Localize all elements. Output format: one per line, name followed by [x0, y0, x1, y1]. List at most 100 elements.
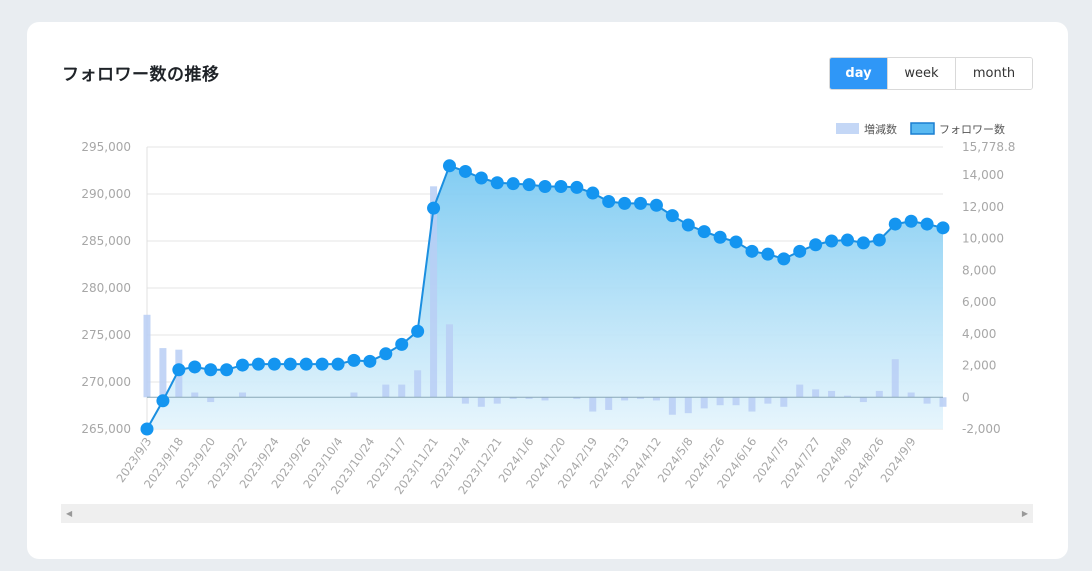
change-bar — [430, 186, 438, 398]
legend-label-change: 増減数 — [864, 122, 897, 136]
follower-point — [681, 218, 695, 232]
change-bar — [828, 390, 836, 398]
change-bar — [159, 348, 167, 398]
follower-point — [665, 209, 679, 223]
follower-point — [363, 354, 377, 368]
scroll-left-icon[interactable]: ◀ — [66, 509, 73, 518]
change-bar — [589, 397, 597, 412]
y-right-tick-label: 0 — [962, 390, 970, 404]
change-bar — [477, 397, 485, 407]
y-right-tick-label: 14,000 — [962, 168, 1004, 182]
follower-point — [347, 353, 361, 367]
legend-swatch-change — [836, 123, 859, 134]
change-bar — [605, 397, 613, 410]
y-left-tick-label: 285,000 — [81, 234, 131, 248]
change-bar — [748, 397, 756, 412]
follower-point — [697, 225, 711, 239]
follower-point — [856, 236, 870, 250]
tab-day[interactable]: day — [830, 58, 888, 89]
legend-swatch-followers — [910, 122, 935, 135]
change-bar — [350, 392, 358, 398]
follower-point — [490, 176, 504, 190]
change-bar — [382, 384, 390, 398]
follower-point — [745, 244, 759, 258]
follower-point — [840, 233, 854, 247]
follower-point — [554, 179, 568, 193]
follower-point — [904, 214, 918, 228]
change-bar — [923, 397, 931, 404]
follower-area — [147, 165, 943, 430]
follower-point — [634, 196, 648, 210]
change-bar — [843, 395, 851, 398]
y-left-tick-label: 275,000 — [81, 328, 131, 342]
scroll-right-icon[interactable]: ▶ — [1021, 509, 1028, 518]
follower-point — [920, 217, 934, 231]
y-right-tick-label: 12,000 — [962, 200, 1004, 214]
change-bar — [891, 359, 899, 398]
change-bar — [493, 397, 501, 404]
y-left-tick-label: 295,000 — [81, 140, 131, 154]
follower-point — [618, 196, 632, 210]
change-bar — [812, 389, 820, 398]
follower-point — [602, 195, 616, 209]
follower-point — [777, 252, 791, 266]
change-bar — [764, 397, 772, 404]
follower-point — [825, 234, 839, 248]
y-left-tick-label: 270,000 — [81, 375, 131, 389]
change-bar — [796, 384, 804, 398]
y-left-tick-label: 290,000 — [81, 187, 131, 201]
change-bar — [668, 397, 676, 415]
y-right-tick-label: 4,000 — [962, 327, 996, 341]
follower-point — [506, 177, 520, 191]
follower-point — [299, 357, 313, 371]
y-right-tick-label: 10,000 — [962, 232, 1004, 246]
tab-week[interactable]: week — [888, 58, 956, 89]
y-right-tick-label: 2,000 — [962, 359, 996, 373]
follower-point — [267, 357, 281, 371]
y-right-tick-label: 8,000 — [962, 263, 996, 277]
period-tabs: day week month — [829, 57, 1033, 90]
follower-point — [251, 357, 265, 371]
change-bar — [414, 370, 422, 398]
follower-point — [188, 360, 202, 374]
change-bar — [637, 397, 645, 399]
change-bar — [907, 392, 915, 398]
change-bar — [716, 397, 724, 406]
change-bar — [525, 397, 533, 399]
follower-point — [204, 363, 218, 377]
change-bar — [875, 390, 883, 398]
follower-point — [522, 178, 536, 192]
change-bar — [939, 397, 947, 407]
follower-point — [395, 337, 409, 351]
change-bar — [541, 397, 549, 401]
follower-point — [538, 179, 552, 193]
change-bar — [732, 397, 740, 406]
follower-point — [474, 171, 488, 185]
follower-point — [411, 324, 425, 338]
follower-point — [809, 238, 823, 252]
change-bar — [509, 397, 517, 399]
horizontal-scrollbar[interactable]: ◀ ▶ — [61, 504, 1033, 523]
follower-point — [936, 221, 950, 235]
follower-point — [156, 394, 170, 408]
y-left-tick-label: 280,000 — [81, 281, 131, 295]
change-bar — [700, 397, 708, 409]
follower-point — [236, 358, 250, 372]
change-bar — [859, 397, 867, 403]
change-bar — [780, 397, 788, 407]
tab-month[interactable]: month — [956, 58, 1032, 89]
follower-point — [442, 159, 456, 173]
change-bar — [191, 392, 199, 398]
follower-point — [379, 347, 393, 361]
change-bar — [621, 397, 629, 401]
change-bar — [461, 397, 469, 404]
change-bar — [239, 392, 247, 398]
change-bar — [207, 397, 215, 403]
follower-point — [793, 244, 807, 258]
follower-point — [220, 363, 234, 377]
follower-point — [888, 217, 902, 231]
follower-point — [872, 233, 886, 247]
follower-point — [713, 230, 727, 244]
chart-title: フォロワー数の推移 — [62, 65, 220, 85]
